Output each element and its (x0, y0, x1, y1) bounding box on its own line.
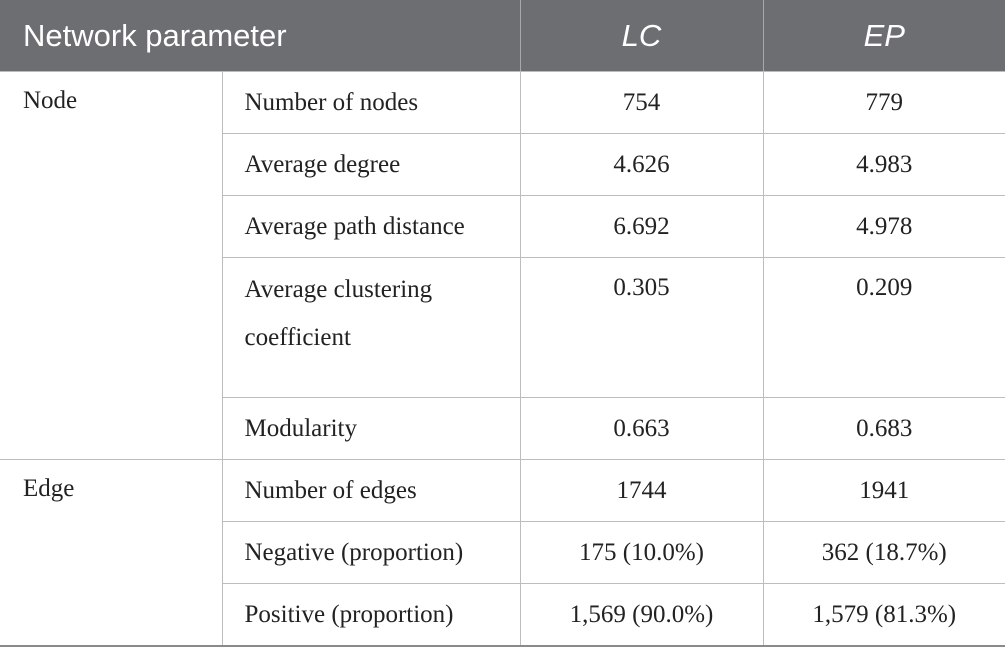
ep-value: 779 (763, 71, 1005, 134)
param-label: Number of nodes (222, 71, 521, 134)
header-lc: LC (520, 0, 764, 72)
table-row: Node Number of nodes 754 779 (0, 71, 1005, 460)
param-label: Average path distance (222, 195, 521, 258)
header-row: Network parameter LC EP (0, 0, 1005, 72)
table-row: Negative (proportion) 175 (10.0%) 362 (1… (0, 521, 1005, 584)
param-label: Number of edges (222, 459, 521, 522)
lc-value: 0.663 (520, 397, 764, 460)
lc-value: 0.305 (520, 257, 764, 398)
ep-value: 362 (18.7%) (763, 521, 1005, 584)
ep-value: 4.983 (763, 133, 1005, 196)
header-network-parameter: Network parameter (0, 0, 521, 72)
lc-value: 1,569 (90.0%) (520, 583, 764, 647)
table-row: Average clustering coefficient 0.305 0.2… (0, 257, 1005, 398)
ep-value: 1941 (763, 459, 1005, 522)
header-ep: EP (763, 0, 1005, 72)
table-row: Edge Number of edges 1744 1941 (0, 459, 1005, 647)
table-row: Modularity 0.663 0.683 (0, 397, 1005, 460)
lc-value: 754 (520, 71, 764, 134)
lc-value: 1744 (520, 459, 764, 522)
table-body: Node Number of nodes 754 779 Average deg… (0, 71, 1005, 647)
param-label: Modularity (222, 397, 521, 460)
lc-value: 175 (10.0%) (520, 521, 764, 584)
param-label: Positive (proportion) (222, 583, 521, 647)
lc-value: 6.692 (520, 195, 764, 258)
ep-value: 0.209 (763, 257, 1005, 398)
ep-value: 4.978 (763, 195, 1005, 258)
ep-value: 0.683 (763, 397, 1005, 460)
group-edge: Edge (0, 459, 223, 647)
table-header: Network parameter LC EP (0, 0, 1005, 72)
param-label: Average degree (222, 133, 521, 196)
param-label: Average clustering coefficient (222, 257, 521, 398)
ep-value: 1,579 (81.3%) (763, 583, 1005, 647)
table-row: Average degree 4.626 4.983 (0, 133, 1005, 196)
param-label: Negative (proportion) (222, 521, 521, 584)
lc-value: 4.626 (520, 133, 764, 196)
table-row: Average path distance 6.692 4.978 (0, 195, 1005, 258)
group-node: Node (0, 71, 223, 460)
